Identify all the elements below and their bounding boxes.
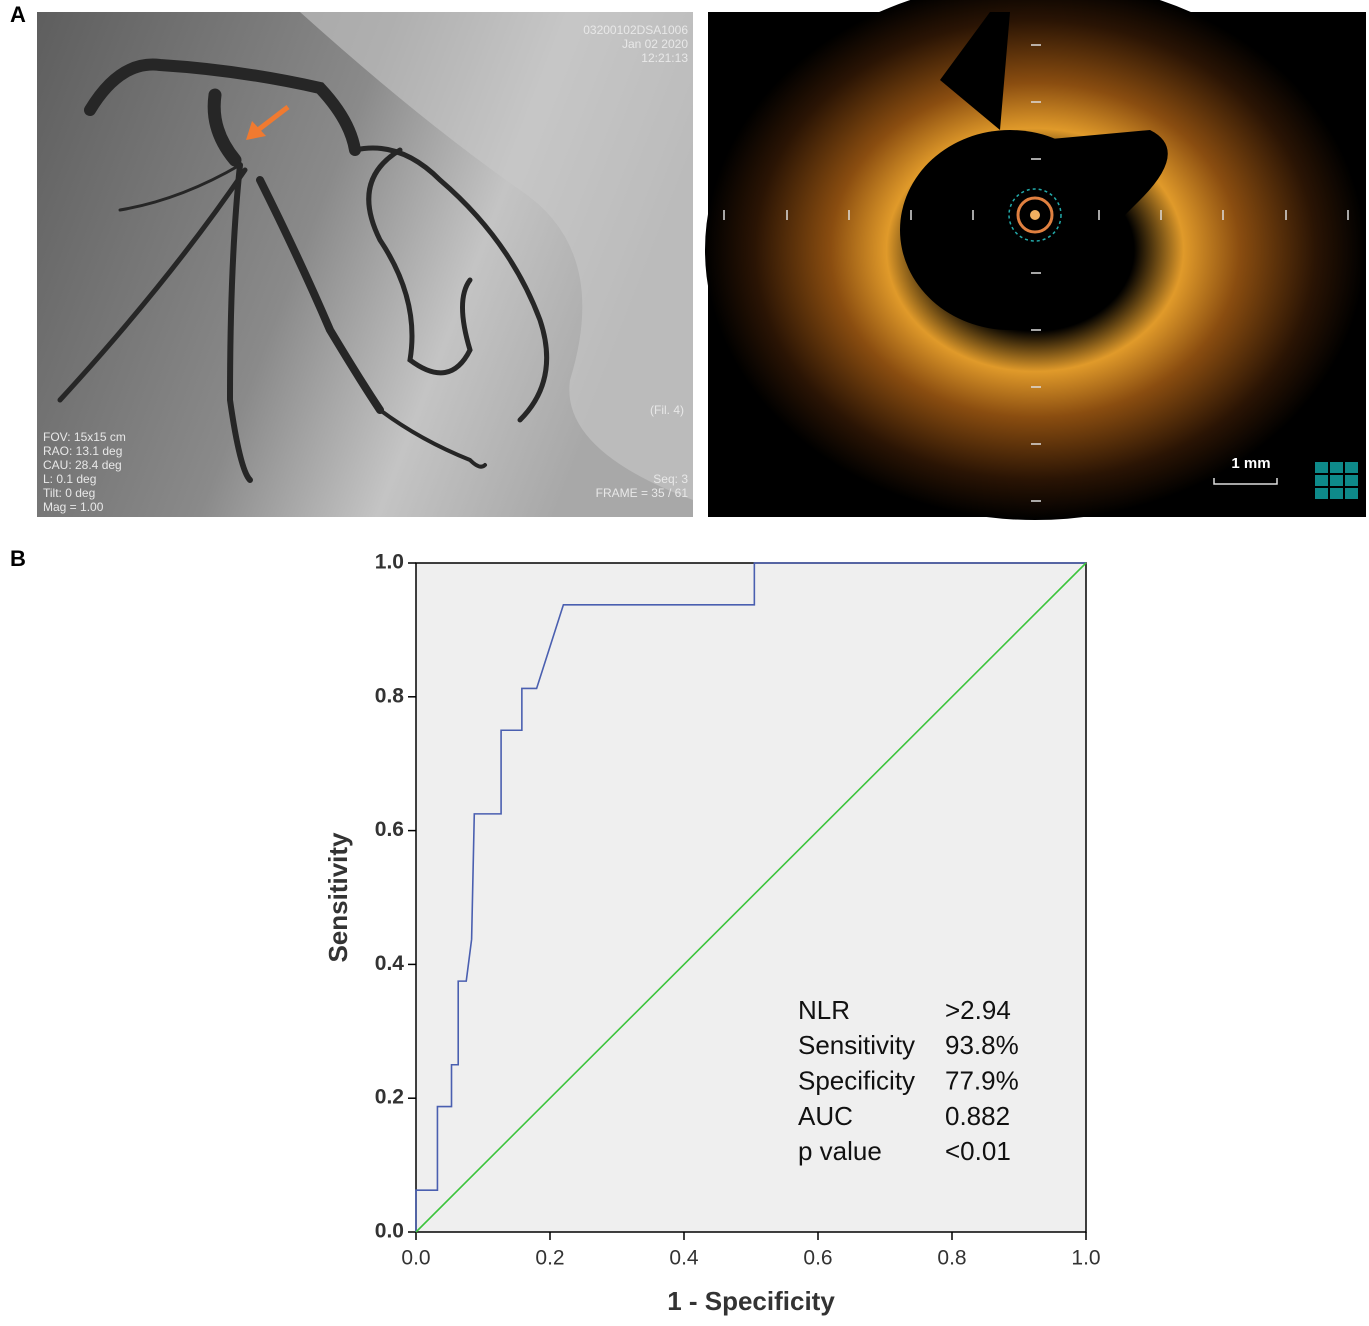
image-text: Jan 02 2020 bbox=[622, 37, 688, 51]
annotation-text: NLR bbox=[798, 995, 850, 1025]
annotation-text: 77.9% bbox=[945, 1065, 1019, 1095]
annotation-text: <0.01 bbox=[945, 1136, 1011, 1166]
annotation-text: AUC bbox=[798, 1101, 853, 1131]
x-tick-label: 0.6 bbox=[803, 1247, 832, 1270]
y-tick-label: 0.0 bbox=[375, 1220, 404, 1243]
x-tick-label: 0.2 bbox=[535, 1247, 564, 1270]
roc-line bbox=[415, 562, 1087, 1233]
panel-label: B bbox=[10, 546, 26, 571]
annotation-text: Specificity bbox=[798, 1065, 915, 1095]
annotation-text: 0.882 bbox=[945, 1101, 1010, 1131]
x-tick-label: 0.4 bbox=[669, 1247, 699, 1270]
image-text: Seq: 3 bbox=[653, 472, 688, 486]
image-text: 03200102DSA1006 bbox=[583, 23, 688, 37]
y-tick-label: 0.4 bbox=[375, 952, 405, 975]
panel-label: A bbox=[10, 2, 26, 27]
annotation-text: Sensitivity bbox=[798, 1030, 915, 1060]
image-text: CAU: 28.4 deg bbox=[43, 458, 122, 472]
y-tick-label: 1.0 bbox=[375, 551, 404, 574]
roc-line bbox=[415, 562, 1086, 1232]
image-text: (Fil. 4) bbox=[650, 403, 684, 417]
x-tick-label: 0.0 bbox=[401, 1247, 430, 1270]
image-text: Mag = 1.00 bbox=[43, 500, 104, 514]
x-axis-title: 1 - Specificity bbox=[667, 1286, 835, 1316]
annotation-text: p value bbox=[798, 1136, 882, 1166]
image-text: L: 0.1 deg bbox=[43, 472, 96, 486]
scale-label: 1 mm bbox=[1231, 455, 1270, 472]
y-tick-label: 0.2 bbox=[375, 1086, 404, 1109]
oct-image: 1 mm bbox=[705, 0, 1366, 520]
roc-chart: 0.0 0.2 0.4 0.6 0.8 1.0 0.0 0.2 0.4 0.6 0.8 1.0 1 - … bbox=[323, 551, 1101, 1316]
image-text: FRAME = 35 / 61 bbox=[596, 486, 689, 500]
y-tick-label: 0.6 bbox=[375, 818, 404, 841]
image-text: FOV: 15x15 cm bbox=[43, 430, 126, 444]
y-tick-label: 0.8 bbox=[375, 684, 405, 707]
angiogram-image: 03200102DSA1006 Jan 02 2020 12:21:13 FOV… bbox=[37, 12, 693, 517]
y-axis-title: Sensitivity bbox=[323, 832, 353, 963]
x-tick-label: 1.0 bbox=[1071, 1247, 1100, 1270]
annotation-text: 93.8% bbox=[945, 1030, 1019, 1060]
image-text: RAO: 13.1 deg bbox=[43, 444, 122, 458]
x-tick-label: 0.8 bbox=[937, 1247, 966, 1270]
image-text: Tilt: 0 deg bbox=[43, 486, 95, 500]
image-text: 12:21:13 bbox=[641, 51, 688, 65]
annotation-text: >2.94 bbox=[945, 995, 1011, 1025]
